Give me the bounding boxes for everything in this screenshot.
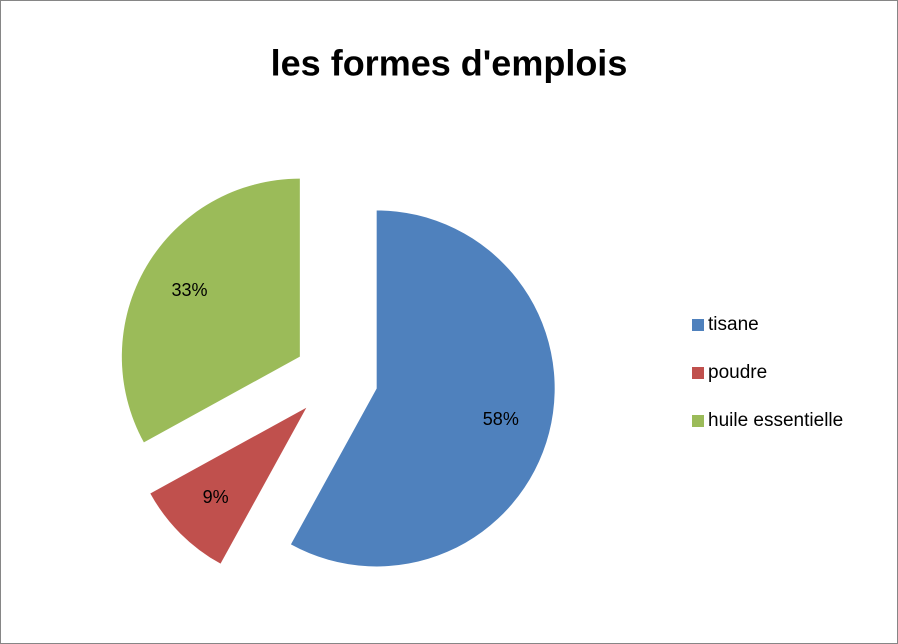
pie-slice: [150, 407, 307, 564]
chart-title: les formes d'emplois: [271, 43, 628, 84]
legend-label: tisane: [708, 314, 759, 335]
legend-label: poudre: [708, 362, 767, 383]
pie-slice: [121, 178, 300, 443]
pie-slice: [290, 210, 555, 567]
legend-swatch: [692, 415, 704, 427]
data-label: 33%: [172, 280, 208, 300]
data-label: 58%: [483, 409, 519, 429]
data-label: 9%: [203, 487, 229, 507]
legend-swatch: [692, 319, 704, 331]
legend-label: huile essentielle: [708, 410, 843, 431]
legend-swatch: [692, 367, 704, 379]
